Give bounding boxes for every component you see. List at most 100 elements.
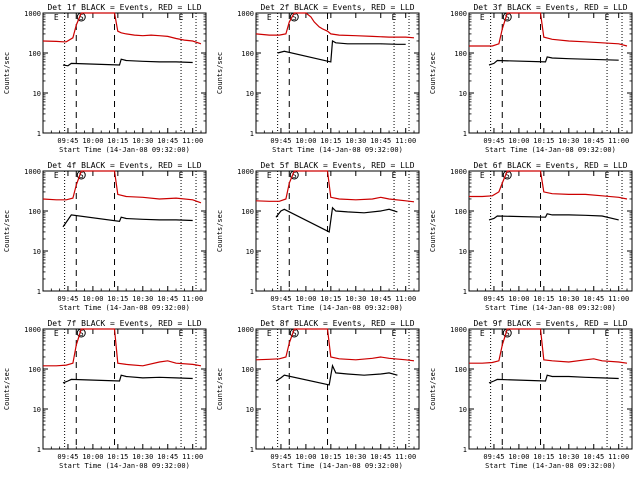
chart-title: Det 7f BLACK = Events, RED = LLD (47, 319, 201, 328)
y-axis-label: Counts/sec (3, 52, 11, 94)
chart-title: Det 4f BLACK = Events, RED = LLD (47, 161, 201, 170)
y-tick-label: 100 (454, 208, 467, 216)
x-tick-label: 09:45 (483, 137, 504, 145)
x-tick-label: 11:00 (395, 137, 416, 145)
chart-panel: Det 3f BLACK = Events, RED = LLD Counts/s… (429, 3, 633, 154)
x-tick-label: 10:00 (82, 295, 103, 303)
x-tick-label: 11:00 (182, 137, 203, 145)
y-tick-label: 10 (459, 406, 467, 414)
y-axis-label: Counts/sec (429, 52, 437, 94)
marker-label: E (267, 171, 272, 180)
marker-label: S (505, 329, 510, 338)
plot-frame (255, 328, 420, 450)
y-tick-label: 1000 (450, 326, 467, 334)
marker-label: E (267, 13, 272, 22)
y-tick-label: 1 (250, 288, 254, 296)
y-tick-label: 1 (463, 288, 467, 296)
y-tick-label: 10 (33, 406, 41, 414)
y-axis-label: Counts/sec (429, 210, 437, 252)
x-tick-label: 09:45 (483, 295, 504, 303)
y-axis-label: Counts/sec (3, 210, 11, 252)
chart-panel: Det 6f BLACK = Events, RED = LLD Counts/s… (429, 161, 633, 312)
x-tick-label: 10:45 (157, 295, 178, 303)
marker-label: E (392, 13, 397, 22)
marker-label: E (392, 171, 397, 180)
series-line (469, 328, 628, 364)
marker-label: E (480, 329, 485, 338)
x-tick-label: 10:00 (295, 137, 316, 145)
series-line (488, 56, 619, 66)
y-tick-label: 1000 (24, 326, 41, 334)
chart-panel: Det 2f BLACK = Events, RED = LLD Counts/s… (216, 3, 420, 154)
series-line (275, 363, 398, 386)
y-tick-label: 1 (37, 446, 41, 454)
plot-frame (255, 170, 420, 292)
x-tick-label: 10:00 (295, 453, 316, 461)
chart-panel: Det 1f BLACK = Events, RED = LLD Counts/s… (3, 3, 207, 154)
y-tick-label: 10 (246, 406, 254, 414)
plot-frame (255, 12, 420, 134)
plot-frame (42, 12, 207, 134)
x-tick-label: 11:00 (182, 295, 203, 303)
chart-title: Det 9f BLACK = Events, RED = LLD (473, 319, 627, 328)
x-tick-label: 10:45 (583, 295, 604, 303)
y-tick-label: 10 (33, 248, 41, 256)
marker-label: S (79, 13, 84, 22)
x-tick-label: 10:15 (320, 137, 341, 145)
marker-label: E (480, 13, 485, 22)
x-tick-label: 10:30 (558, 137, 579, 145)
series-line (255, 170, 415, 203)
x-axis-label: Start Time (14-Jan-08 09:32:00) (59, 462, 190, 470)
series-line (255, 12, 415, 39)
plot-frame (42, 170, 207, 292)
y-tick-label: 100 (454, 366, 467, 374)
x-tick-label: 10:45 (370, 295, 391, 303)
x-tick-label: 10:30 (132, 453, 153, 461)
x-tick-label: 09:45 (270, 453, 291, 461)
x-tick-label: 10:30 (345, 295, 366, 303)
x-tick-label: 10:45 (370, 453, 391, 461)
x-tick-label: 10:15 (107, 137, 128, 145)
x-tick-label: 11:00 (608, 137, 629, 145)
x-tick-label: 11:00 (182, 453, 203, 461)
y-tick-label: 10 (246, 90, 254, 98)
x-tick-label: 10:00 (508, 453, 529, 461)
marker-label: E (605, 171, 610, 180)
y-tick-label: 1 (250, 130, 254, 138)
x-axis-label: Start Time (14-Jan-08 09:32:00) (59, 146, 190, 154)
series-line (488, 213, 619, 221)
y-tick-label: 100 (28, 366, 41, 374)
series-line (43, 328, 202, 367)
y-tick-label: 1 (37, 130, 41, 138)
x-axis-label: Start Time (14-Jan-08 09:32:00) (272, 146, 403, 154)
x-tick-label: 11:00 (608, 295, 629, 303)
y-tick-label: 10 (246, 248, 254, 256)
marker-label: E (605, 329, 610, 338)
x-tick-label: 10:45 (370, 137, 391, 145)
marker-label: E (392, 329, 397, 338)
x-tick-label: 10:45 (583, 137, 604, 145)
marker-label: E (54, 171, 59, 180)
x-tick-label: 10:45 (157, 453, 178, 461)
y-tick-label: 1000 (24, 10, 41, 18)
y-tick-label: 1000 (237, 10, 254, 18)
x-tick-label: 10:30 (558, 295, 579, 303)
y-tick-label: 1 (37, 288, 41, 296)
series-line (469, 170, 628, 200)
plot-frame (468, 170, 633, 292)
x-tick-label: 10:00 (295, 295, 316, 303)
marker-label: E (179, 13, 184, 22)
marker-label: E (179, 171, 184, 180)
x-tick-label: 10:00 (82, 137, 103, 145)
y-tick-label: 1 (463, 446, 467, 454)
series-line (255, 328, 415, 362)
y-tick-label: 1 (250, 446, 254, 454)
plot-frame (468, 12, 633, 134)
series-line (62, 374, 193, 384)
marker-label: S (292, 171, 297, 180)
marker-label: S (79, 329, 84, 338)
chart-panel: Det 9f BLACK = Events, RED = LLD Counts/s… (429, 319, 633, 470)
series-line (62, 214, 193, 228)
chart-panel: Det 8f BLACK = Events, RED = LLD Counts/s… (216, 319, 420, 470)
